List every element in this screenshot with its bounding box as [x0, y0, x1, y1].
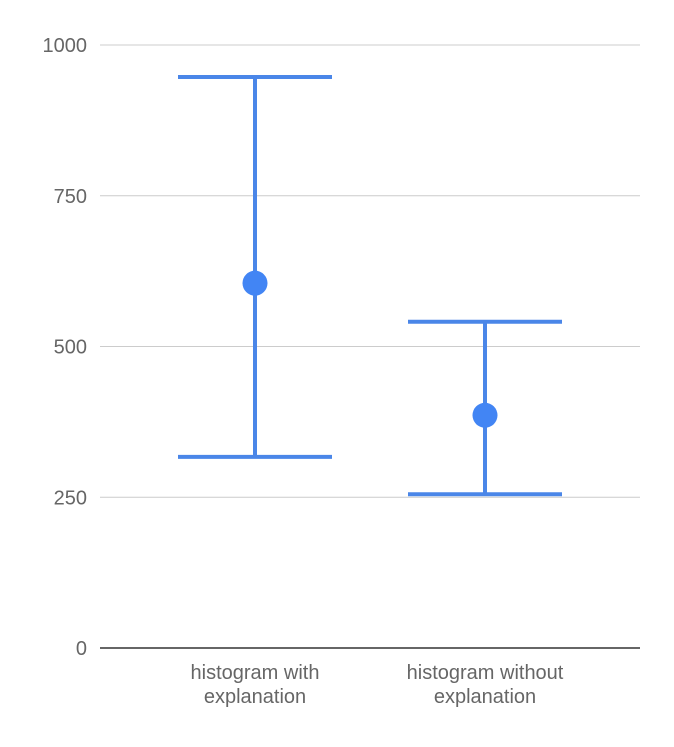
x-tick-label-line1: histogram without — [407, 662, 564, 684]
error-bar — [408, 319, 562, 497]
grid-layer — [100, 44, 640, 649]
data-point — [472, 402, 498, 428]
x-tick-label-line2: explanation — [434, 686, 536, 708]
y-tick-label: 0 — [76, 638, 87, 660]
y-tick-label: 500 — [54, 337, 87, 359]
y-tick-label: 750 — [54, 186, 87, 208]
data-point — [242, 270, 268, 296]
x-tick-label-line1: histogram with — [191, 662, 320, 684]
error-bar — [178, 74, 332, 459]
y-tick-label: 1000 — [43, 35, 88, 57]
y-tick-label: 250 — [54, 487, 87, 509]
x-tick-label-line2: explanation — [204, 686, 306, 708]
error-bar-series — [178, 74, 562, 497]
y-tick-labels: 0 250 500 750 1000 — [43, 35, 88, 660]
